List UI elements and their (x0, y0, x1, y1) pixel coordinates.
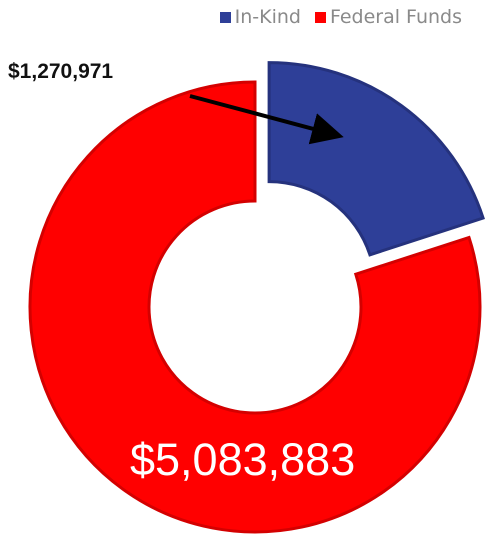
legend: In-Kind Federal Funds (219, 6, 462, 28)
legend-item-federal-funds: Federal Funds (314, 6, 462, 28)
donut-slice-in-kind (267, 61, 485, 257)
legend-swatch-in-kind (219, 11, 231, 23)
legend-label-in-kind: In-Kind (234, 6, 301, 28)
legend-item-in-kind: In-Kind (219, 6, 301, 28)
data-label-in-kind: $1,270,971 (8, 60, 114, 83)
legend-label-federal-funds: Federal Funds (329, 6, 462, 28)
data-label-federal-funds: $5,083,883 (130, 434, 356, 485)
donut-slice-federal-funds (28, 80, 482, 534)
legend-swatch-federal-funds (314, 11, 326, 23)
callout-arrow (189, 94, 344, 145)
